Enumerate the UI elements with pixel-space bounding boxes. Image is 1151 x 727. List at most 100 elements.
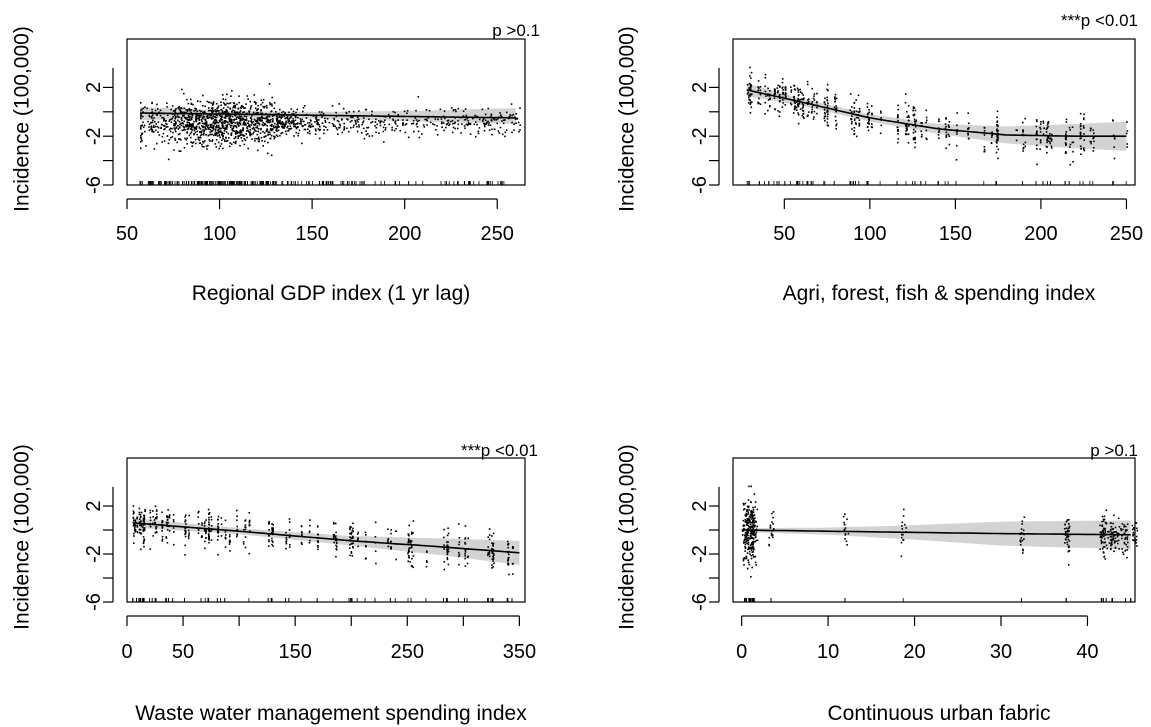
data-point: [745, 533, 748, 535]
data-point: [483, 124, 486, 126]
data-point: [151, 117, 153, 119]
data-point: [151, 130, 153, 133]
data-point: [151, 114, 154, 116]
data-point: [188, 108, 191, 111]
data-point: [242, 118, 245, 121]
data-point: [515, 122, 517, 124]
data-point: [991, 131, 993, 134]
data-point: [851, 128, 853, 130]
data-point: [256, 120, 258, 122]
data-point: [235, 130, 238, 132]
data-point: [1123, 524, 1126, 526]
data-point: [258, 140, 260, 142]
data-point: [748, 94, 750, 97]
data-point: [345, 112, 348, 115]
data-point: [197, 511, 199, 514]
data-point: [338, 123, 341, 126]
data-point: [1101, 537, 1103, 539]
data-point: [1109, 529, 1112, 531]
data-point: [225, 112, 227, 114]
data-point: [210, 539, 213, 541]
data-point: [1049, 133, 1051, 135]
data-point: [358, 110, 360, 112]
data-point: [755, 536, 757, 538]
data-point: [835, 105, 837, 107]
data-point: [132, 517, 135, 519]
data-point: [458, 551, 460, 554]
data-point: [161, 141, 163, 143]
data-point: [1104, 531, 1107, 533]
data-point: [199, 134, 202, 137]
data-point: [287, 119, 289, 122]
data-point: [234, 105, 236, 107]
data-point: [397, 114, 399, 116]
data-point: [145, 145, 147, 147]
data-point: [1079, 137, 1081, 140]
data-point: [764, 101, 766, 104]
data-point: [164, 128, 166, 130]
data-point: [744, 502, 747, 505]
data-point: [395, 127, 397, 130]
data-point: [149, 548, 152, 550]
data-point: [743, 504, 745, 506]
data-point: [234, 136, 237, 139]
data-point: [752, 514, 754, 517]
data-point: [195, 117, 197, 119]
data-point: [880, 112, 882, 114]
data-point: [308, 531, 311, 534]
data-point: [260, 128, 262, 131]
scatter-points: [132, 505, 514, 576]
data-point: [414, 117, 417, 119]
data-point: [770, 534, 773, 537]
data-point: [207, 508, 210, 511]
data-point: [229, 124, 232, 127]
data-point: [224, 122, 226, 124]
data-point: [198, 109, 201, 112]
data-point: [1099, 536, 1102, 539]
data-point: [748, 87, 750, 89]
data-point: [235, 115, 237, 117]
data-point: [254, 107, 257, 110]
data-point: [139, 528, 142, 531]
data-point: [165, 536, 167, 538]
data-point: [1019, 544, 1022, 546]
data-point: [234, 132, 237, 134]
data-point: [173, 125, 176, 127]
data-point: [1121, 548, 1123, 550]
data-point: [263, 106, 265, 109]
data-point: [776, 87, 778, 89]
data-point: [205, 530, 207, 532]
data-point: [217, 531, 219, 534]
data-point: [343, 126, 346, 128]
data-point: [834, 93, 837, 96]
y-axis-label: Incidence (100,000): [616, 444, 639, 630]
data-point: [226, 124, 229, 126]
data-point: [374, 521, 377, 524]
data-point: [242, 123, 244, 126]
data-point: [292, 120, 295, 122]
fit-line: [741, 529, 1131, 536]
data-point: [467, 119, 469, 122]
data-point: [140, 102, 142, 104]
data-point: [751, 510, 754, 513]
data-point: [1039, 148, 1041, 150]
data-point: [275, 129, 277, 132]
data-point: [202, 126, 204, 129]
data-point: [217, 530, 219, 533]
data-point: [908, 116, 910, 119]
data-point: [250, 124, 253, 126]
data-point: [1111, 537, 1114, 540]
data-point: [195, 116, 197, 118]
data-point: [792, 112, 795, 114]
data-point: [487, 124, 490, 126]
data-point: [477, 132, 480, 135]
data-point: [326, 129, 329, 131]
data-point: [177, 125, 179, 127]
data-point: [746, 510, 748, 512]
data-point: [858, 125, 861, 127]
data-point: [443, 129, 445, 132]
data-point: [802, 104, 805, 106]
data-point: [397, 119, 399, 121]
data-point: [276, 120, 278, 122]
